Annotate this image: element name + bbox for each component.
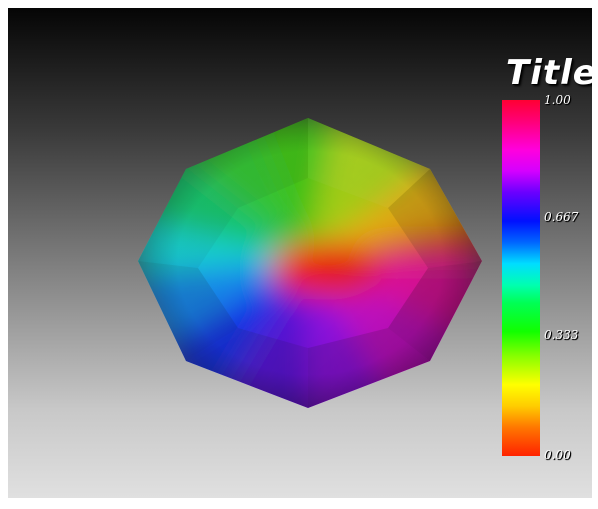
render-viewport[interactable]: Title 1.00 0.667 0.333 0.00 xyxy=(8,8,592,498)
colorbar-tick-max: 1.00 xyxy=(544,94,571,106)
colorbar-tick-low: 0.333 xyxy=(544,329,578,341)
colorbar-title: Title xyxy=(506,56,592,90)
colorbar-tick-min: 0.00 xyxy=(544,449,571,461)
scalar-colorbar xyxy=(502,100,540,456)
colorbar-tick-high: 0.667 xyxy=(544,211,578,223)
